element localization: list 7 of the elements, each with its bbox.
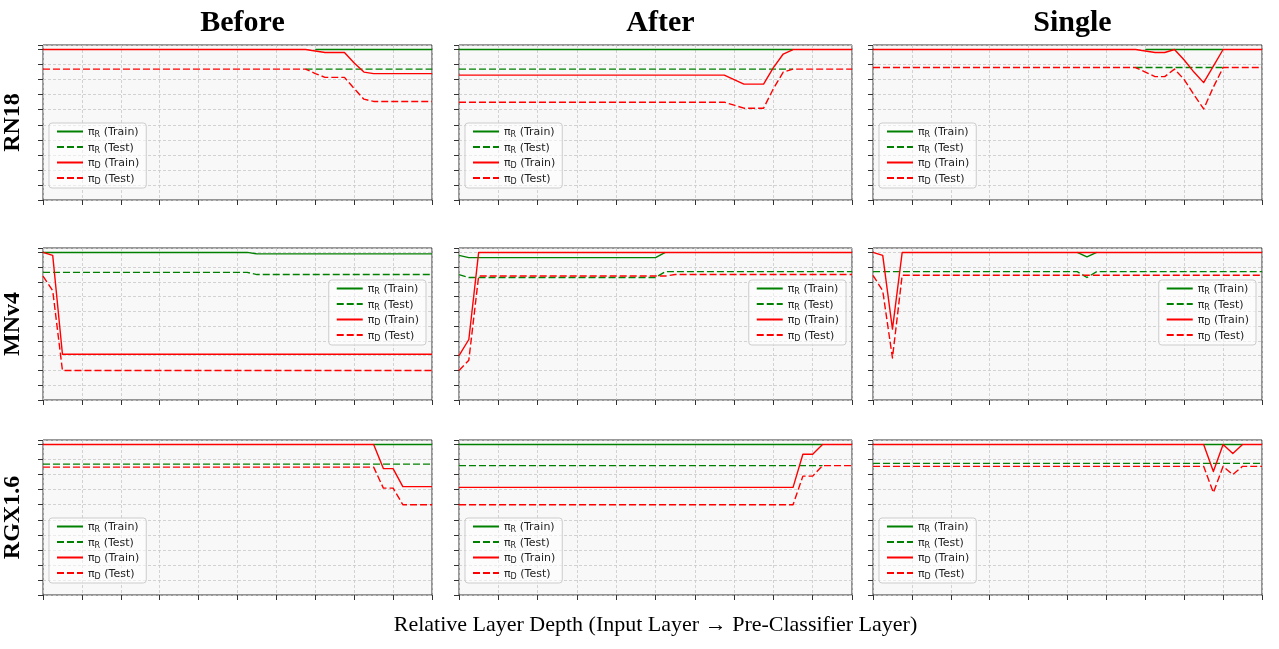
chart-title: After — [626, 3, 695, 37]
chart-title: Single — [1033, 3, 1112, 37]
x-axis-title: Relative Layer Depth (Input Layer → Pre-Classifier Layer) — [392, 611, 919, 637]
chart-title: Before — [200, 3, 285, 37]
y-axis-title: RGX1.6 — [0, 475, 24, 560]
y-axis-title: MNv4 — [0, 292, 24, 356]
y-axis-title: RN18 — [0, 93, 24, 152]
